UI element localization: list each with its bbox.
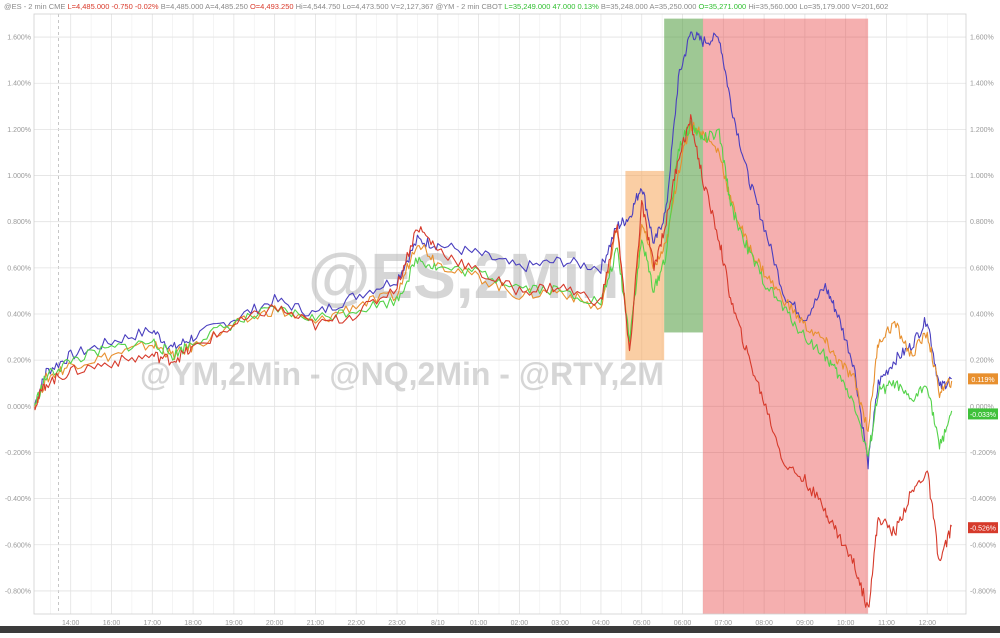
y-tick-label-right: 1.200% xyxy=(970,127,994,134)
quote-field: B=35,248.000 xyxy=(599,2,648,11)
y-tick-label-left: -0.800% xyxy=(5,588,31,595)
quote-field: Lo=35,179.000 xyxy=(797,2,849,11)
x-tick-label: 23:00 xyxy=(388,620,406,627)
x-tick-label: 06:00 xyxy=(674,620,692,627)
quote-field: V=2,127,367 xyxy=(389,2,434,11)
series-line xyxy=(33,120,953,457)
watermark-sub: @YM,2Min - @NQ,2Min - @RTY,2M xyxy=(140,356,664,392)
y-tick-label-left: -0.400% xyxy=(5,496,31,503)
y-tick-label-right: 1.400% xyxy=(970,81,994,88)
quote-field: @YM - 2 min CBOT xyxy=(433,2,502,11)
quote-field: B=4,485.000 xyxy=(159,2,204,11)
highlight-band xyxy=(664,18,703,333)
x-tick-label: 01:00 xyxy=(470,620,488,627)
watermark-main: @ES,2Min xyxy=(308,240,619,312)
y-tick-label-left: -0.600% xyxy=(5,542,31,549)
y-tick-label-left: 1.400% xyxy=(7,81,31,88)
scrollbar-track xyxy=(0,626,1000,633)
y-tick-label-right: 0.600% xyxy=(970,265,994,272)
series-line xyxy=(33,114,953,608)
end-label-tag xyxy=(968,373,998,385)
y-tick-label-right: -0.200% xyxy=(970,450,996,457)
x-tick-label: 18:00 xyxy=(184,620,202,627)
quote-field: A=4,485.250 xyxy=(203,2,247,11)
quote-field: Hi=4,544.750 xyxy=(294,2,341,11)
quote-field: L=4,485.000 xyxy=(65,2,109,11)
y-tick-label-left: 0.600% xyxy=(7,265,31,272)
x-tick-label: 8/10 xyxy=(431,620,445,627)
y-tick-label-right: -0.600% xyxy=(970,542,996,549)
axes: 14:00 16:00 17:00 18:00 19:00 20:00 21:00 22:00… xyxy=(0,13,1000,633)
x-tick-label: 05:00 xyxy=(633,620,651,627)
quote-field: V=201,602 xyxy=(850,2,889,11)
y-tick-label-left: 0.000% xyxy=(7,404,31,411)
end-label-tag xyxy=(968,408,998,420)
series-line xyxy=(33,31,952,470)
x-tick-label: 08:00 xyxy=(755,620,773,627)
y-tick-label-right: 0.400% xyxy=(970,312,994,319)
y-tick-label-left: 0.800% xyxy=(7,219,31,226)
y-tick-label-left: 1.600% xyxy=(7,35,31,42)
x-tick-label: 20:00 xyxy=(266,620,284,627)
highlight-bands xyxy=(625,18,869,615)
x-tick-label: 03:00 xyxy=(551,620,569,627)
quote-header: @ES - 2 min CME L=4,485.000 -0.750 -0.02… xyxy=(4,2,888,11)
y-tick-label-left: 1.200% xyxy=(7,127,31,134)
quote-field: 47.000 xyxy=(550,2,575,11)
y-tick-label-right: 1.000% xyxy=(970,173,994,180)
quote-field: L=35,249.000 xyxy=(502,2,550,11)
end-label-tag xyxy=(968,522,998,534)
quote-field: Lo=4,473.500 xyxy=(340,2,388,11)
x-tick-label: 16:00 xyxy=(103,620,121,627)
quote-field: -0.02% xyxy=(133,2,159,11)
end-labels: 0.119% -0.033% -0.526% xyxy=(968,373,998,534)
highlight-band xyxy=(702,18,869,615)
end-label-text: 0.119% xyxy=(971,377,994,384)
series-lines xyxy=(33,31,953,608)
y-tick-label-right: 0.000% xyxy=(970,404,994,411)
x-tick-label: 17:00 xyxy=(144,620,162,627)
quote-field: @ES - 2 min CME xyxy=(4,2,65,11)
x-tick-label: 10:00 xyxy=(837,620,855,627)
x-tick-label: 22:00 xyxy=(347,620,365,627)
quote-field: A=35,250.000 xyxy=(648,2,697,11)
end-label-text: -0.033% xyxy=(970,412,996,419)
grid xyxy=(34,14,966,614)
x-tick-label: 19:00 xyxy=(225,620,243,627)
plot-frame xyxy=(33,13,967,615)
x-tick-label: 21:00 xyxy=(307,620,325,627)
quote-field: -0.750 xyxy=(109,2,132,11)
x-tick-label: 09:00 xyxy=(796,620,814,627)
x-tick-label: 12:00 xyxy=(918,620,936,627)
y-tick-label-right: 1.600% xyxy=(970,35,994,42)
quote-field: Hi=35,560.000 xyxy=(746,2,797,11)
y-tick-label-right: 0.800% xyxy=(970,219,994,226)
y-tick-label-left: 1.000% xyxy=(7,173,31,180)
watermark: @ES,2Min @YM,2Min - @NQ,2Min - @RTY,2M xyxy=(140,240,664,392)
y-tick-label-left: 0.200% xyxy=(7,358,31,365)
y-tick-label-left: -0.200% xyxy=(5,450,31,457)
end-label-text: -0.526% xyxy=(970,526,996,533)
y-tick-label-right: -0.800% xyxy=(970,588,996,595)
quote-field: O=35,271.000 xyxy=(696,2,746,11)
quote-field: O=4,493.250 xyxy=(248,2,294,11)
x-tick-label: 02:00 xyxy=(511,620,529,627)
quote-field: 0.13% xyxy=(575,2,599,11)
y-tick-label-right: 0.200% xyxy=(970,358,994,365)
x-tick-label: 07:00 xyxy=(715,620,733,627)
y-tick-label-left: 0.400% xyxy=(7,312,31,319)
y-tick-label-right: -0.400% xyxy=(970,496,996,503)
x-tick-label: 11:00 xyxy=(878,620,895,627)
x-tick-label: 14:00 xyxy=(62,620,80,627)
x-tick-label: 04:00 xyxy=(592,620,610,627)
